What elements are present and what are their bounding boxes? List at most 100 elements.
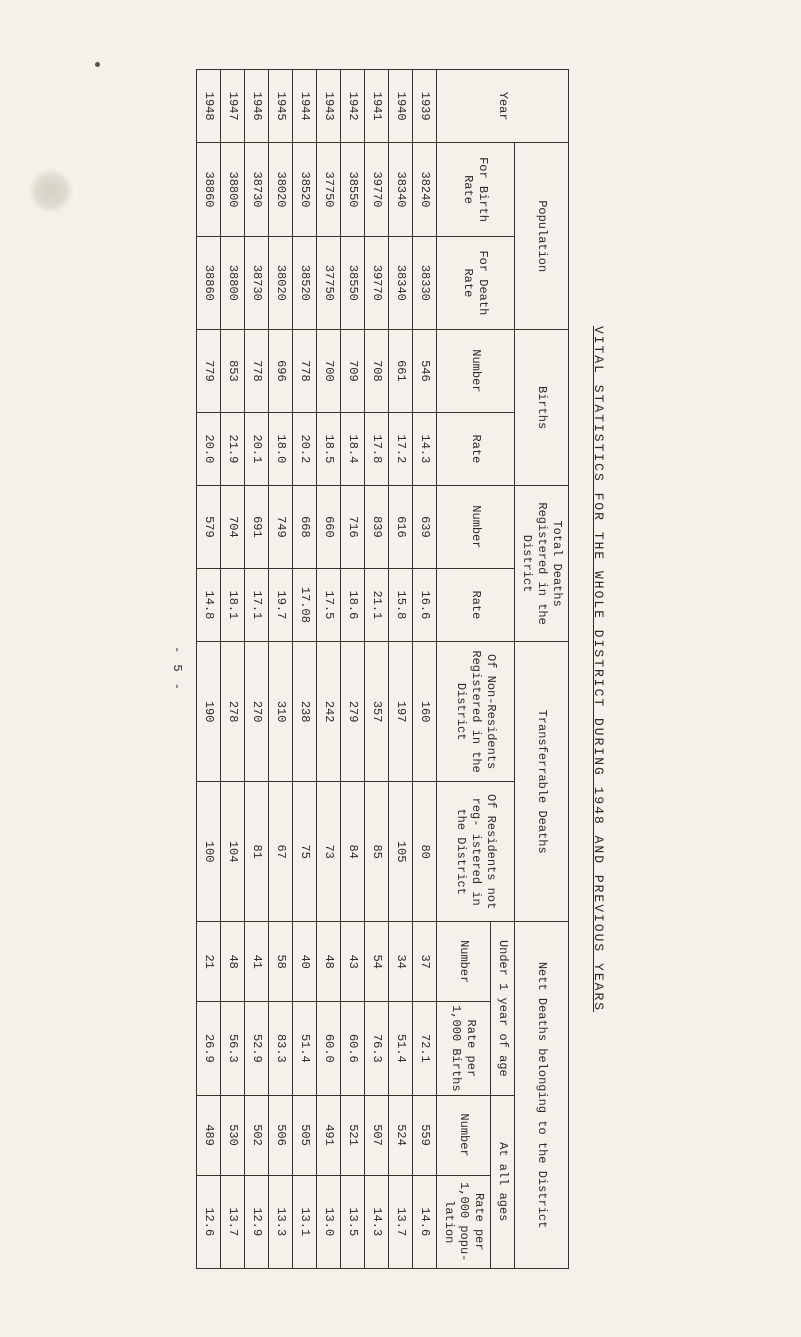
cell-td_num: 716 — [340, 485, 364, 568]
table-row: 1942385503855070918.471618.6279844360.65… — [340, 69, 364, 1268]
cell-pop_birth: 38340 — [388, 142, 412, 235]
artifact-dot — [95, 62, 100, 67]
cell-all_rate: 14.3 — [364, 1175, 388, 1268]
cell-all_num: 502 — [244, 1095, 268, 1175]
h-year: Year — [436, 69, 568, 142]
page: VITAL STATISTICS FOR THE WHOLE DISTRICT … — [0, 0, 801, 1337]
cell-t_res: 81 — [244, 781, 268, 921]
table-row: 1947388003880085321.970418.12781044856.3… — [220, 69, 244, 1268]
h-pop-death: For Death Rate — [436, 236, 514, 329]
cell-t_res: 84 — [340, 781, 364, 921]
h-population: Population — [514, 142, 568, 329]
cell-b_num: 709 — [340, 329, 364, 412]
h-all-num: Number — [436, 1095, 490, 1175]
h-nett-all: At all ages — [490, 1095, 514, 1268]
cell-u1_rate: 26.9 — [196, 1001, 220, 1094]
cell-t_res: 100 — [196, 781, 220, 921]
cell-u1_rate: 60.6 — [340, 1001, 364, 1094]
cell-u1_num: 41 — [244, 921, 268, 1001]
cell-u1_num: 48 — [220, 921, 244, 1001]
table-row: 1940383403834066117.261615.81971053451.4… — [388, 69, 412, 1268]
cell-td_num: 639 — [412, 485, 436, 568]
cell-u1_rate: 76.3 — [364, 1001, 388, 1094]
cell-b_num: 546 — [412, 329, 436, 412]
cell-year: 1948 — [196, 69, 220, 142]
cell-pop_birth: 38240 — [412, 142, 436, 235]
cell-pop_death: 37750 — [316, 236, 340, 329]
cell-year: 1940 — [388, 69, 412, 142]
cell-all_rate: 12.6 — [196, 1175, 220, 1268]
cell-t_res: 73 — [316, 781, 340, 921]
cell-u1_num: 40 — [292, 921, 316, 1001]
cell-b_num: 853 — [220, 329, 244, 412]
cell-b_rate: 18.0 — [268, 412, 292, 485]
h-total-deaths: Total Deaths Registered in the District — [514, 485, 568, 641]
cell-td_num: 616 — [388, 485, 412, 568]
cell-td_num: 660 — [316, 485, 340, 568]
cell-td_rate: 17.5 — [316, 568, 340, 641]
h-trans-nonres: Of Non-Residents Registered in the Distr… — [436, 641, 514, 781]
artifact-smudge — [30, 170, 72, 212]
cell-pop_death: 38520 — [292, 236, 316, 329]
cell-td_rate: 16.6 — [412, 568, 436, 641]
cell-all_rate: 13.0 — [316, 1175, 340, 1268]
table-row: 1943377503775070018.566017.5242734860.04… — [316, 69, 340, 1268]
cell-b_num: 778 — [244, 329, 268, 412]
cell-td_rate: 14.8 — [196, 568, 220, 641]
cell-b_rate: 21.9 — [220, 412, 244, 485]
cell-b_num: 696 — [268, 329, 292, 412]
vital-stats-table: Year Population Births Total Deaths Regi… — [196, 69, 569, 1269]
cell-pop_birth: 38550 — [340, 142, 364, 235]
header-row-1: Year Population Births Total Deaths Regi… — [514, 69, 568, 1268]
cell-pop_birth: 38730 — [244, 142, 268, 235]
table-head: Year Population Births Total Deaths Regi… — [436, 69, 568, 1268]
cell-td_num: 691 — [244, 485, 268, 568]
cell-u1_rate: 60.0 — [316, 1001, 340, 1094]
cell-u1_num: 21 — [196, 921, 220, 1001]
cell-b_num: 778 — [292, 329, 316, 412]
cell-year: 1945 — [268, 69, 292, 142]
h-td-rate: Rate — [436, 568, 514, 641]
cell-u1_rate: 51.4 — [292, 1001, 316, 1094]
cell-td_rate: 19.7 — [268, 568, 292, 641]
cell-b_rate: 20.0 — [196, 412, 220, 485]
cell-pop_death: 38860 — [196, 236, 220, 329]
cell-b_num: 700 — [316, 329, 340, 412]
h-trans-res: Of Residents not reg- istered in the Dis… — [436, 781, 514, 921]
cell-t_res: 105 — [388, 781, 412, 921]
cell-b_num: 708 — [364, 329, 388, 412]
cell-pop_death: 39770 — [364, 236, 388, 329]
cell-year: 1946 — [244, 69, 268, 142]
cell-td_rate: 18.1 — [220, 568, 244, 641]
cell-b_rate: 20.2 — [292, 412, 316, 485]
cell-year: 1942 — [340, 69, 364, 142]
cell-td_num: 749 — [268, 485, 292, 568]
cell-pop_birth: 39770 — [364, 142, 388, 235]
cell-year: 1941 — [364, 69, 388, 142]
cell-pop_death: 38330 — [412, 236, 436, 329]
cell-td_num: 839 — [364, 485, 388, 568]
cell-t_res: 85 — [364, 781, 388, 921]
cell-t_nonres: 197 — [388, 641, 412, 781]
cell-all_num: 559 — [412, 1095, 436, 1175]
cell-all_num: 489 — [196, 1095, 220, 1175]
cell-pop_death: 38730 — [244, 236, 268, 329]
cell-all_num: 524 — [388, 1095, 412, 1175]
cell-t_nonres: 279 — [340, 641, 364, 781]
cell-pop_birth: 38800 — [220, 142, 244, 235]
cell-year: 1947 — [220, 69, 244, 142]
h-nett-u1: Under 1 year of age — [490, 921, 514, 1094]
cell-year: 1943 — [316, 69, 340, 142]
table-row: 1944385203852077820.266817.08238754051.4… — [292, 69, 316, 1268]
cell-b_rate: 17.8 — [364, 412, 388, 485]
cell-u1_rate: 51.4 — [388, 1001, 412, 1094]
cell-td_num: 579 — [196, 485, 220, 568]
cell-u1_num: 34 — [388, 921, 412, 1001]
cell-td_num: 668 — [292, 485, 316, 568]
page-number: - 5 - — [170, 645, 184, 691]
cell-b_num: 779 — [196, 329, 220, 412]
cell-all_num: 505 — [292, 1095, 316, 1175]
cell-t_res: 67 — [268, 781, 292, 921]
cell-u1_num: 43 — [340, 921, 364, 1001]
cell-t_nonres: 278 — [220, 641, 244, 781]
